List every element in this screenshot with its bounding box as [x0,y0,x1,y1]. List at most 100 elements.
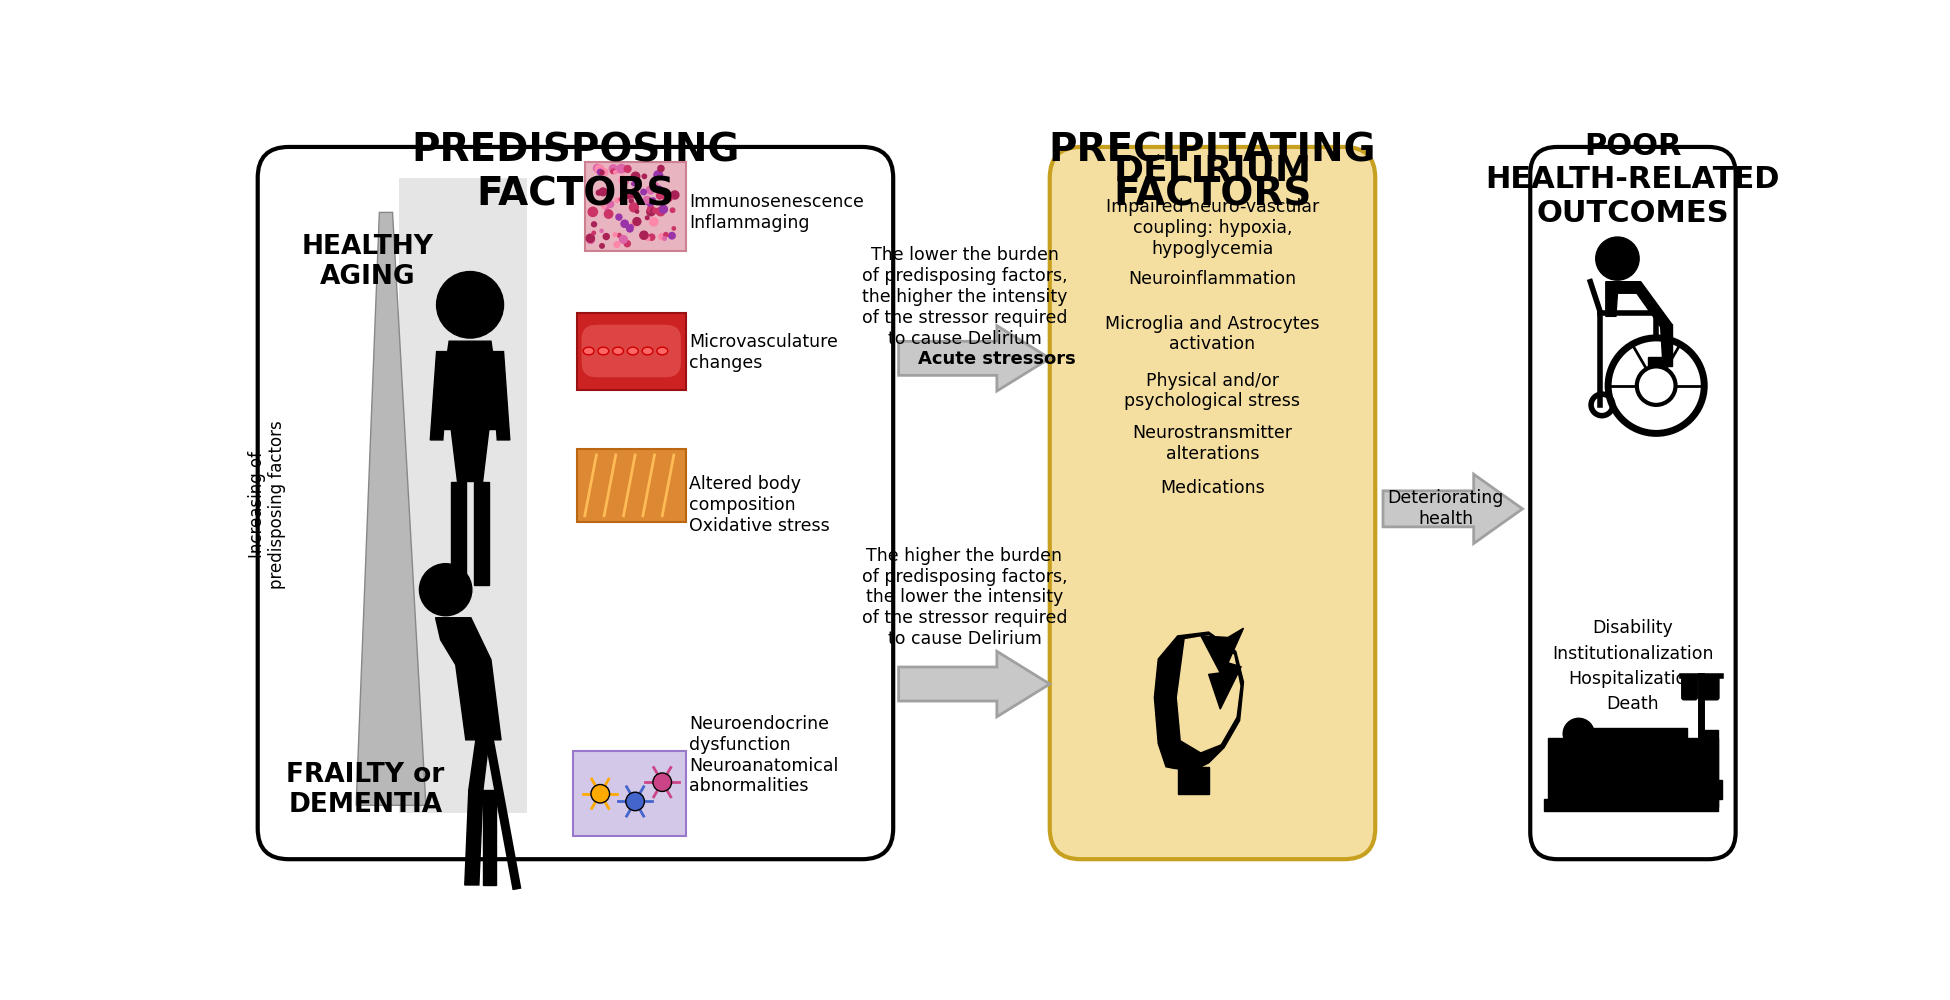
Text: Impaired neuro-vascular
coupling: hypoxia,
hypoglycemia: Impaired neuro-vascular coupling: hypoxi… [1106,198,1318,258]
Ellipse shape [628,347,638,355]
Text: Physical and/or
psychological stress: Physical and/or psychological stress [1125,372,1301,410]
Polygon shape [450,482,466,585]
Text: The higher the burden
of predisposing factors,
the lower the intensity
of the st: The higher the burden of predisposing fa… [862,547,1067,648]
Circle shape [589,207,597,216]
Circle shape [604,208,608,211]
Polygon shape [1201,628,1244,709]
Circle shape [661,192,669,200]
Circle shape [653,185,657,189]
Polygon shape [431,352,448,440]
Circle shape [616,214,622,220]
Circle shape [632,182,636,186]
Circle shape [603,234,608,240]
Circle shape [437,272,503,338]
Circle shape [630,199,634,203]
FancyBboxPatch shape [1681,677,1696,700]
Circle shape [620,220,628,227]
Circle shape [587,236,595,244]
Circle shape [610,169,614,173]
Text: Microvasculature
changes: Microvasculature changes [690,333,838,372]
FancyBboxPatch shape [257,147,893,859]
Circle shape [657,207,665,216]
Circle shape [628,225,634,229]
FancyBboxPatch shape [577,449,686,522]
Circle shape [597,190,601,195]
Polygon shape [1591,728,1687,743]
Circle shape [630,203,638,212]
Circle shape [649,234,655,240]
Circle shape [593,231,595,235]
Text: POOR
HEALTH-RELATED
OUTCOMES: POOR HEALTH-RELATED OUTCOMES [1486,132,1780,228]
Circle shape [640,231,647,239]
Polygon shape [1544,761,1722,811]
Polygon shape [899,651,1049,717]
Polygon shape [1383,474,1523,544]
Circle shape [624,190,632,199]
Text: Deteriorating
health: Deteriorating health [1388,489,1503,528]
Circle shape [669,232,675,239]
Text: Death: Death [1607,695,1659,713]
FancyBboxPatch shape [1704,677,1720,700]
Circle shape [618,164,626,173]
Circle shape [614,198,620,202]
Circle shape [614,171,616,174]
FancyBboxPatch shape [1049,147,1375,859]
Text: Increasing of
predisposing factors: Increasing of predisposing factors [248,421,287,589]
Circle shape [1564,718,1595,749]
Circle shape [653,773,671,791]
Text: PRECIPITATING
FACTORS: PRECIPITATING FACTORS [1049,132,1377,214]
Polygon shape [491,352,509,440]
Circle shape [612,233,616,237]
Circle shape [603,205,606,209]
Circle shape [673,227,675,230]
Circle shape [671,191,679,199]
Circle shape [649,218,657,226]
Circle shape [663,237,667,240]
Circle shape [667,195,673,201]
Ellipse shape [583,347,595,355]
Circle shape [591,222,597,227]
Text: Hospitalization: Hospitalization [1568,670,1698,688]
Circle shape [606,201,614,208]
Circle shape [626,792,644,811]
Text: HEALTHY
AGING: HEALTHY AGING [302,234,433,290]
Polygon shape [1605,282,1671,329]
Ellipse shape [612,347,624,355]
Circle shape [647,208,655,216]
Polygon shape [1648,324,1671,366]
Circle shape [642,189,645,195]
Polygon shape [357,212,425,805]
FancyBboxPatch shape [1531,147,1736,859]
Circle shape [624,241,630,247]
Circle shape [616,168,620,172]
Circle shape [647,206,653,212]
Ellipse shape [642,347,653,355]
Circle shape [624,179,628,183]
Circle shape [618,234,622,237]
Circle shape [642,174,647,178]
Circle shape [587,234,595,242]
Circle shape [604,210,612,218]
FancyBboxPatch shape [1702,730,1718,807]
Circle shape [620,198,622,201]
FancyBboxPatch shape [581,324,682,378]
Circle shape [632,172,640,180]
Circle shape [419,564,472,616]
Text: Neuroinflammation: Neuroinflammation [1129,270,1297,288]
Circle shape [1595,237,1640,280]
Circle shape [591,785,610,803]
Circle shape [657,192,663,199]
Circle shape [659,234,665,240]
FancyBboxPatch shape [573,751,686,836]
Circle shape [671,208,675,212]
Circle shape [657,186,663,192]
Text: PREDISPOSING
FACTORS: PREDISPOSING FACTORS [411,132,739,214]
Text: Altered body
composition
Oxidative stress: Altered body composition Oxidative stres… [690,475,831,535]
Circle shape [634,218,642,225]
Circle shape [599,188,606,196]
Polygon shape [474,482,489,585]
Circle shape [626,225,634,232]
Circle shape [610,165,618,173]
Circle shape [657,165,665,172]
Circle shape [645,198,653,206]
